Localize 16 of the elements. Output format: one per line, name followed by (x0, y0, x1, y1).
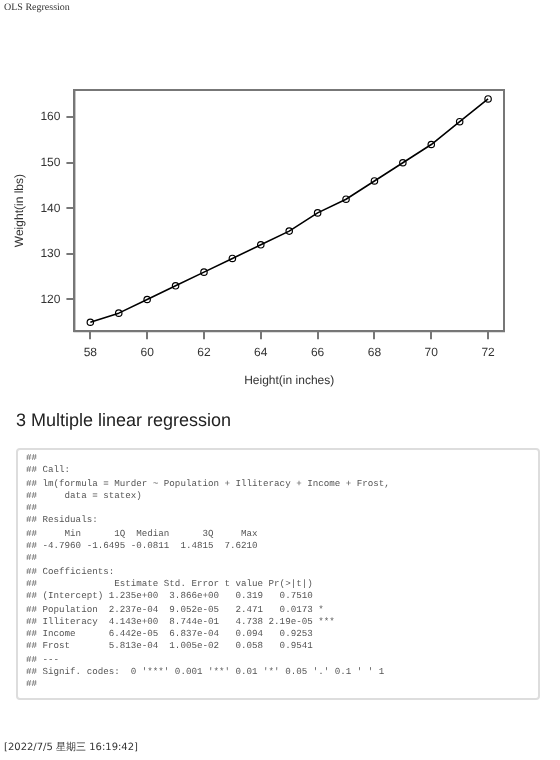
point (370, 177, 379, 185)
point (143, 295, 151, 304)
point (427, 140, 436, 149)
point (257, 240, 265, 249)
point (86, 318, 95, 327)
point (171, 282, 180, 290)
point (285, 227, 294, 235)
point (114, 309, 123, 317)
point (313, 209, 322, 217)
text: 3 Multiple linear regression (16, 410, 232, 430)
point (342, 195, 350, 204)
point (200, 268, 208, 276)
point (228, 254, 237, 263)
point (399, 158, 407, 167)
point (484, 95, 492, 103)
point (455, 117, 464, 126)
